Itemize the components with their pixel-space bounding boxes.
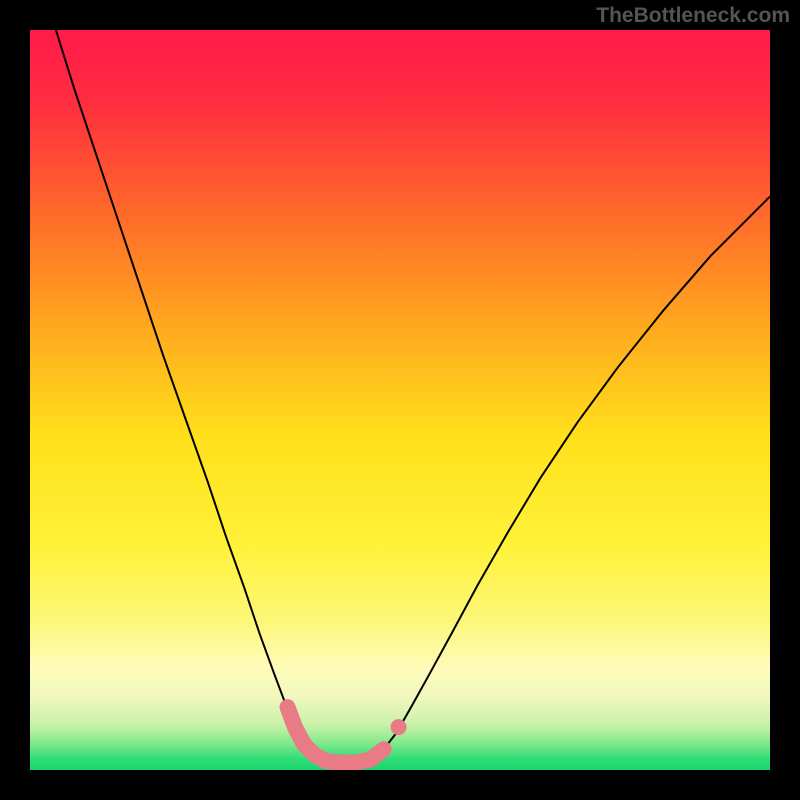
gradient-plot [30, 30, 770, 770]
chart-frame: TheBottleneck.com [0, 0, 800, 800]
watermark-text: TheBottleneck.com [596, 4, 790, 28]
chart-svg [30, 30, 770, 770]
gradient-background [30, 30, 770, 770]
pink-blob-marker [391, 719, 407, 735]
